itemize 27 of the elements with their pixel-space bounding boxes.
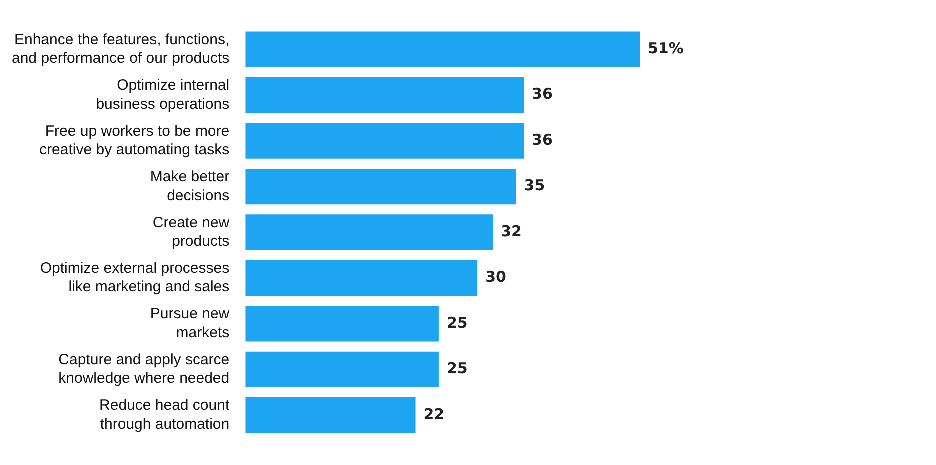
data-label: 25	[446, 360, 468, 378]
bar	[246, 78, 524, 114]
data-label: 22	[424, 405, 445, 424]
y-tick-label: Reduce head count through automation	[100, 397, 230, 433]
data-label: 25	[446, 314, 468, 332]
bar	[246, 306, 439, 342]
data-label: 51%	[648, 40, 684, 58]
bar	[246, 352, 439, 388]
y-tick-label: Make better decisions	[150, 168, 230, 204]
bar	[246, 123, 524, 159]
bar	[246, 168, 516, 205]
y-tick-label: Enhance the features, functions, and performance of our products	[12, 31, 230, 68]
y-tick-label: Capture and apply scarce knowledge where needed	[58, 351, 230, 388]
bar	[246, 214, 494, 250]
bar	[246, 32, 640, 68]
data-label: 35	[524, 176, 546, 195]
y-tick-label: Free up workers to be more creative by automating tasks	[40, 122, 230, 159]
data-label: 36	[532, 130, 553, 149]
y-tick-label: Optimize external processes like marketing and sales	[40, 260, 230, 296]
data-label: 30	[486, 268, 506, 286]
y-tick-label: Create new products	[152, 214, 230, 250]
y-tick-label: Optimize internal business operations	[96, 77, 230, 113]
bar	[246, 260, 478, 296]
y-tick-label: Pursue new markets	[150, 306, 230, 342]
data-label: 36	[532, 85, 553, 104]
bar	[246, 398, 416, 434]
data-label: 32	[501, 222, 522, 240]
